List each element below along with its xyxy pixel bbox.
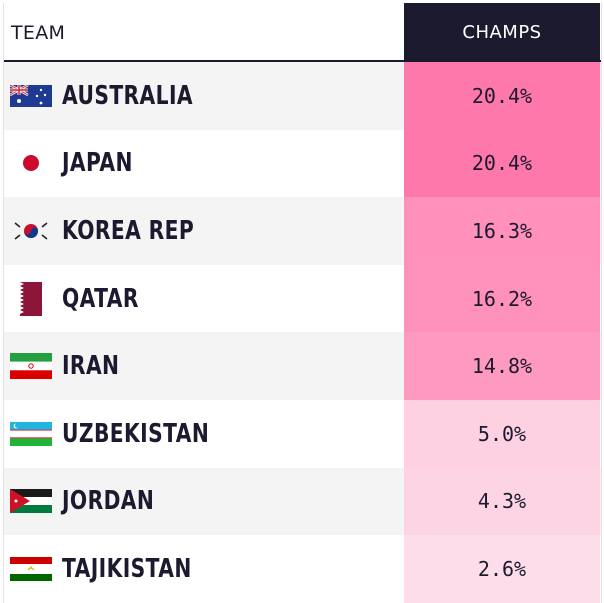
table-row: IRAN 14.8%: [4, 332, 601, 400]
champs-cell: 5.0%: [404, 399, 600, 468]
table-header: TEAM CHAMPS: [4, 3, 601, 62]
table-row: TAJIKISTAN 2.6%: [4, 535, 601, 603]
team-name: KOREA REP: [62, 215, 195, 246]
team-cell: QATAR: [4, 265, 404, 333]
team-name: IRAN: [62, 351, 120, 382]
champs-column-header: CHAMPS: [404, 3, 600, 60]
team-name: UZBEKISTAN: [62, 418, 210, 449]
qatar-flag-icon: [10, 281, 52, 316]
team-name: QATAR: [62, 283, 139, 314]
champs-table: TEAM CHAMPS AUSTRALIA 20.4% JAPAN 20.4% KORE…: [3, 3, 602, 603]
japan-flag-icon: [10, 150, 52, 176]
tajikistan-flag-icon: [10, 556, 52, 582]
champs-cell: 14.8%: [404, 332, 600, 400]
table-row: QATAR 16.2%: [4, 264, 601, 333]
team-column-header: TEAM: [11, 22, 66, 44]
table-row: UZBEKISTAN 5.0%: [4, 399, 601, 468]
champs-cell: 4.3%: [404, 467, 600, 536]
table-row: KOREA REP 16.3%: [4, 197, 601, 265]
champs-cell: 16.3%: [404, 197, 600, 265]
table-row: AUSTRALIA 20.4%: [4, 62, 601, 130]
table-body: AUSTRALIA 20.4% JAPAN 20.4% KOREA REP 16.3% QA…: [4, 62, 601, 603]
champs-cell: 20.4%: [404, 62, 600, 130]
team-cell: JORDAN: [4, 468, 404, 536]
korea-flag-icon: [10, 217, 52, 244]
team-cell: TAJIKISTAN: [4, 535, 404, 603]
team-cell: AUSTRALIA: [4, 62, 404, 130]
champs-cell: 16.2%: [404, 264, 600, 333]
team-name: TAJIKISTAN: [62, 553, 192, 584]
iran-flag-icon: [10, 353, 52, 380]
champs-cell: 2.6%: [404, 535, 600, 603]
team-cell: JAPAN: [4, 130, 404, 198]
jordan-flag-icon: [10, 488, 52, 514]
team-cell: IRAN: [4, 332, 404, 400]
champs-cell: 20.4%: [404, 129, 600, 198]
team-name: JORDAN: [62, 486, 155, 517]
table-row: JAPAN 20.4%: [4, 129, 601, 198]
team-cell: UZBEKISTAN: [4, 400, 404, 468]
team-cell: KOREA REP: [4, 197, 404, 265]
uzbekistan-flag-icon: [10, 421, 52, 447]
team-name: AUSTRALIA: [62, 80, 193, 111]
table-row: JORDAN 4.3%: [4, 467, 601, 536]
australia-flag-icon: [10, 83, 52, 109]
team-name: JAPAN: [62, 148, 133, 179]
